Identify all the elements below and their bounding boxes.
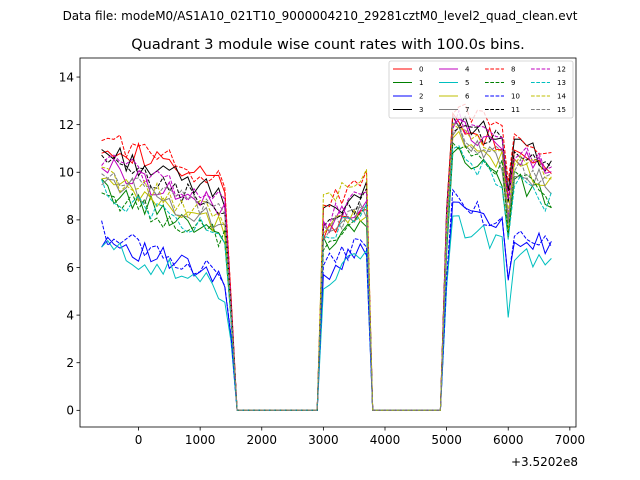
legend-label-12: 12 — [557, 66, 566, 74]
y-tick-label: 2 — [66, 356, 74, 370]
legend-label-9: 9 — [511, 79, 515, 87]
legend-label-5: 5 — [465, 79, 469, 87]
x-tick-label: 2000 — [246, 433, 277, 447]
legend-label-0: 0 — [419, 66, 423, 74]
series-line-11 — [101, 125, 552, 411]
legend-label-4: 4 — [465, 66, 470, 74]
legend-label-8: 8 — [511, 66, 515, 74]
legend-label-6: 6 — [465, 93, 470, 101]
series-line-9 — [101, 141, 552, 411]
x-tick-label: 3000 — [308, 433, 339, 447]
chart-title: Quadrant 3 module wise count rates with … — [131, 37, 525, 53]
x-tick-label: 7000 — [555, 433, 586, 447]
legend-label-13: 13 — [557, 79, 566, 87]
y-tick-label: 4 — [66, 308, 74, 322]
y-tick-label: 14 — [59, 70, 74, 84]
series-line-10 — [101, 188, 552, 411]
x-tick-label: 5000 — [431, 433, 462, 447]
plot-area: 0 1000 2000 3000 4000 5000 6000 700002468101214… — [59, 57, 586, 447]
legend-label-7: 7 — [465, 106, 469, 114]
axes-frame — [79, 57, 577, 428]
y-tick-label: 10 — [59, 166, 74, 180]
legend-label-1: 1 — [419, 79, 423, 87]
series-line-4 — [101, 118, 552, 411]
legend-label-2: 2 — [419, 93, 423, 101]
y-tick-label: 0 — [66, 404, 74, 418]
legend-label-14: 14 — [557, 93, 566, 101]
series-line-14 — [101, 123, 552, 411]
legend-label-11: 11 — [511, 106, 520, 114]
x-tick-label: 1000 — [185, 433, 216, 447]
y-tick-label: 12 — [59, 118, 74, 132]
legend-frame — [388, 60, 574, 119]
series-line-5 — [101, 215, 552, 411]
y-tick-label: 8 — [66, 213, 74, 227]
series-line-13 — [101, 145, 552, 411]
x-tick-label: 4000 — [370, 433, 401, 447]
series-line-1 — [101, 146, 552, 411]
series-line-0 — [101, 111, 552, 411]
x-offset-label: +3.5202e8 — [511, 455, 578, 469]
series-group — [101, 103, 552, 411]
x-tick-label: 6000 — [493, 433, 524, 447]
series-line-6 — [101, 130, 552, 411]
series-line-15 — [101, 122, 552, 411]
y-tick-label: 6 — [66, 261, 74, 275]
series-line-2 — [101, 201, 552, 411]
x-tick-label: 0 — [135, 433, 143, 447]
legend-label-15: 15 — [557, 106, 566, 114]
suptitle: Data file: modeM0/AS1A10_021T10_90000042… — [63, 9, 578, 23]
legend-label-3: 3 — [419, 106, 423, 114]
legend-label-10: 10 — [511, 93, 520, 101]
series-line-7 — [101, 125, 552, 411]
